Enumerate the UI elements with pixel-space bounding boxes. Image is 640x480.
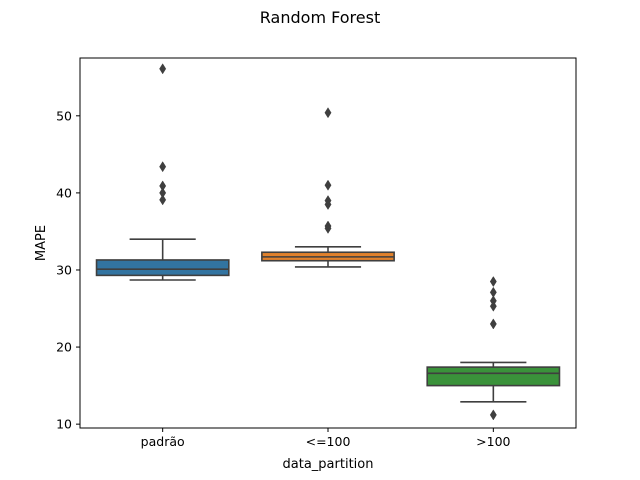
outlier-0-1 [159, 161, 167, 173]
y-tick-label: 40 [56, 185, 72, 200]
outlier-2-5 [489, 409, 497, 421]
outlier-1-3 [324, 198, 332, 210]
outlier-0-4 [159, 194, 167, 206]
x-axis-label: data_partition [283, 457, 374, 472]
chart-title: Random Forest [260, 8, 380, 27]
outlier-1-5 [324, 222, 332, 234]
y-tick-label: 30 [56, 262, 72, 277]
box-0 [95, 259, 230, 277]
y-tick-label: 20 [56, 340, 72, 355]
y-tick-label: 10 [56, 417, 72, 432]
outlier-1-0 [324, 107, 332, 119]
x-tick-label: >100 [476, 434, 510, 449]
outlier-2-3 [489, 300, 497, 312]
x-tick-label: <=100 [306, 434, 351, 449]
y-tick-label: 50 [56, 108, 72, 123]
y-axis-label: MAPE [34, 225, 49, 261]
x-tick-label: padrão [141, 434, 185, 449]
outlier-0-0 [159, 63, 167, 75]
outlier-2-0 [489, 276, 497, 288]
outlier-1-1 [324, 179, 332, 191]
plot-area [95, 63, 561, 421]
box-2 [426, 366, 561, 387]
outlier-2-4 [489, 318, 497, 330]
